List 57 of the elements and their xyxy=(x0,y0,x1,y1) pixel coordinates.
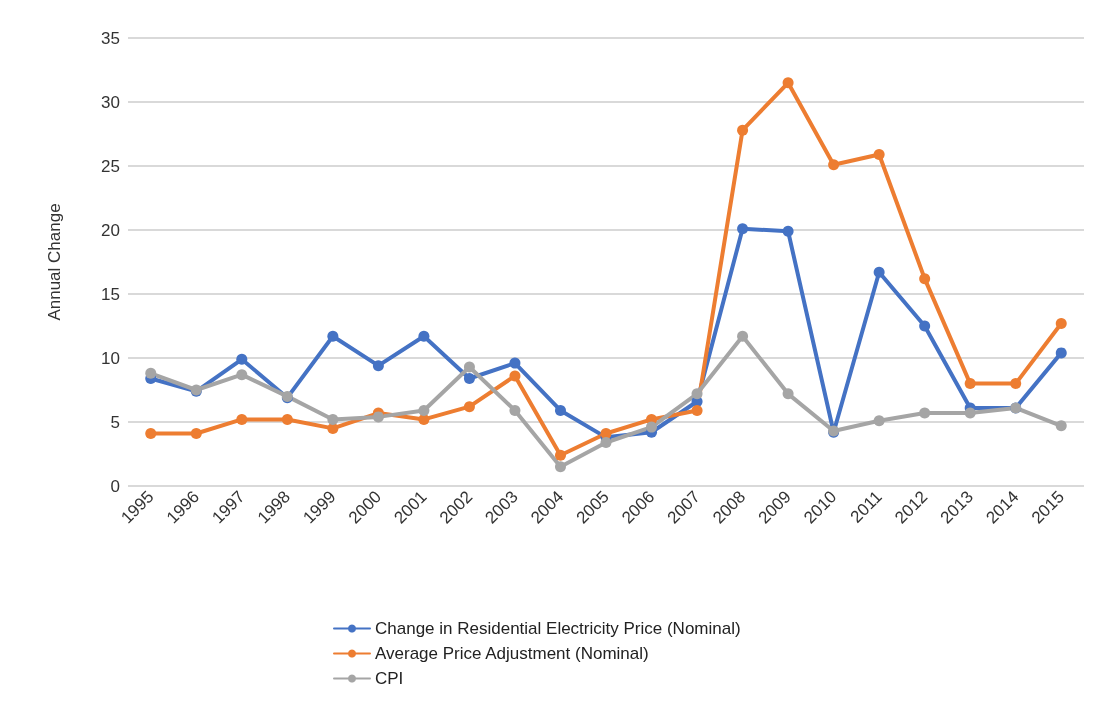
point xyxy=(554,461,566,473)
point xyxy=(463,401,475,413)
y-tick-label: 0 xyxy=(110,476,120,496)
point xyxy=(964,407,976,419)
point xyxy=(873,148,885,160)
point xyxy=(1055,420,1067,432)
point xyxy=(873,266,885,278)
point xyxy=(418,404,430,416)
point xyxy=(691,388,703,400)
point xyxy=(236,353,248,365)
legend-label: Change in Residential Electricity Price (Nominal) xyxy=(375,619,741,638)
point xyxy=(327,413,339,425)
point xyxy=(919,407,931,419)
point xyxy=(782,77,794,89)
y-axis-title: Annual Change xyxy=(45,203,64,321)
y-tick-label: 30 xyxy=(101,92,120,112)
y-tick-label: 10 xyxy=(101,348,120,368)
point xyxy=(236,369,248,381)
point xyxy=(463,361,475,373)
point xyxy=(964,378,976,390)
y-tick-label: 20 xyxy=(101,220,120,240)
legend-label: Average Price Adjustment (Nominal) xyxy=(375,644,649,663)
point xyxy=(737,124,749,136)
point xyxy=(919,273,931,285)
y-tick-label: 15 xyxy=(101,284,120,304)
point xyxy=(236,413,248,425)
point xyxy=(554,449,566,461)
point xyxy=(1055,317,1067,329)
point xyxy=(782,388,794,400)
point xyxy=(828,159,840,171)
point xyxy=(737,330,749,342)
y-tick-label: 25 xyxy=(101,156,120,176)
point xyxy=(372,360,384,372)
point xyxy=(372,411,384,423)
point xyxy=(554,404,566,416)
y-tick-label: 5 xyxy=(110,412,120,432)
point xyxy=(737,223,749,235)
point xyxy=(145,428,157,440)
point xyxy=(281,413,293,425)
point xyxy=(509,370,521,382)
point xyxy=(919,320,931,332)
point xyxy=(418,330,430,342)
point xyxy=(145,367,157,379)
point xyxy=(646,421,658,433)
point xyxy=(1055,347,1067,359)
point xyxy=(782,225,794,237)
legend-label: CPI xyxy=(375,669,404,688)
y-tick-label: 35 xyxy=(101,28,120,48)
point xyxy=(509,357,521,369)
point xyxy=(600,436,612,448)
point xyxy=(190,428,202,440)
point xyxy=(1010,378,1022,390)
point xyxy=(327,330,339,342)
point xyxy=(463,372,475,384)
point xyxy=(509,404,521,416)
point xyxy=(873,415,885,427)
point xyxy=(691,404,703,416)
